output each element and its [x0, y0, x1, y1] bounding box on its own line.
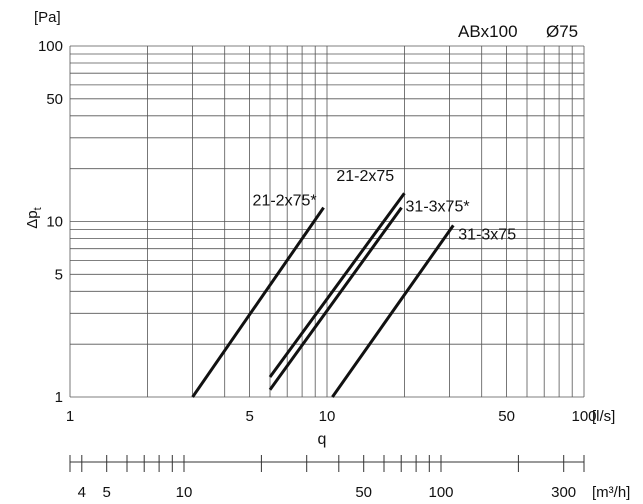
x-tick-label: 1 — [66, 408, 74, 425]
y-axis-label: Δpt — [24, 207, 44, 228]
y-axis-label-main: Δp — [24, 210, 41, 228]
series-label: 31-3x75 — [458, 226, 516, 243]
svg-text:Δpt: Δpt — [24, 207, 44, 228]
series-label: 31-3x75* — [406, 199, 470, 216]
secondary-tick-label: 4 — [78, 484, 86, 501]
chart-title: ABx100 — [458, 22, 518, 41]
x-tick-label: 50 — [498, 408, 515, 425]
series-label: 21-2x75* — [253, 193, 317, 210]
secondary-tick-label: 5 — [102, 484, 110, 501]
x-tick-label: 10 — [319, 408, 336, 425]
grid — [69, 45, 585, 472]
secondary-axis-unit: [m³/h] — [592, 484, 630, 501]
y-tick-label: 1 — [55, 389, 63, 406]
chart-text: [Pa] ABx100 Ø75 q [l/s] [m³/h] Δpt 1 5 10 5… — [24, 9, 630, 501]
series-line-21-2x75 — [268, 192, 406, 378]
y-axis-label-sub: t — [32, 207, 44, 210]
x-tick-label: 100 — [571, 408, 596, 425]
series-label: 21-2x75 — [336, 168, 394, 185]
series-line-21-2x75star — [191, 206, 325, 398]
secondary-tick-label: 10 — [176, 484, 193, 501]
x-axis-label: q — [318, 431, 327, 448]
y-tick-label: 5 — [55, 266, 63, 283]
y-tick-label: 100 — [38, 38, 63, 55]
secondary-axis — [69, 455, 585, 472]
secondary-tick-label: 50 — [355, 484, 372, 501]
series-line-31-3x75 — [331, 224, 455, 398]
x-tick-label: 5 — [245, 408, 253, 425]
secondary-tick-label: 300 — [551, 484, 576, 501]
x-axis-unit: [l/s] — [592, 408, 615, 425]
chart-subtitle: Ø75 — [546, 22, 578, 41]
series-lines — [191, 192, 455, 398]
y-tick-label: 10 — [46, 214, 63, 231]
y-axis-unit: [Pa] — [34, 9, 61, 26]
series-line-31-3x75star — [268, 206, 403, 391]
secondary-tick-label: 100 — [429, 484, 454, 501]
y-tick-label: 50 — [46, 91, 63, 108]
